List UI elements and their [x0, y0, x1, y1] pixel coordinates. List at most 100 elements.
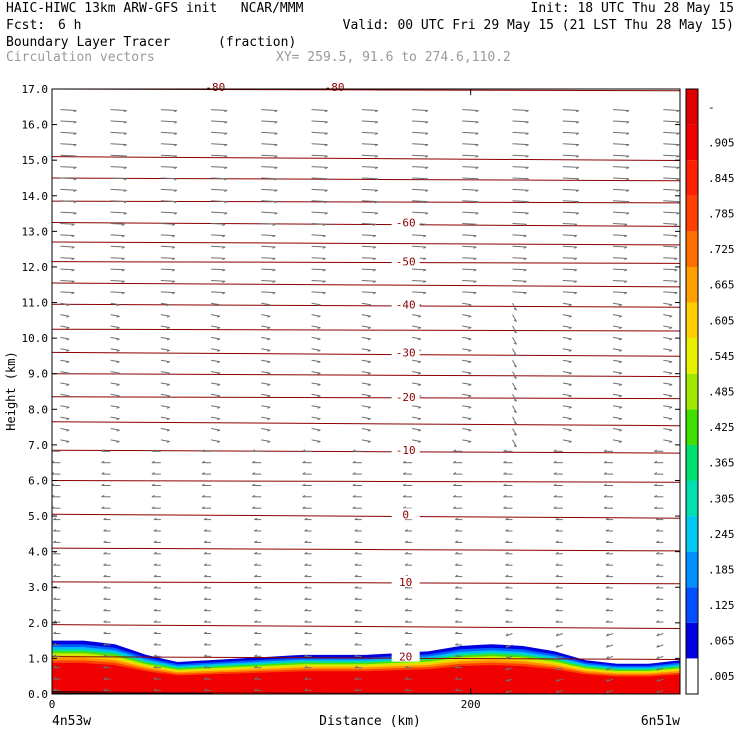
wind-vector-head [674, 223, 678, 227]
wind-vector-head [216, 418, 221, 421]
colorbar-swatch [686, 658, 698, 694]
wind-vector [60, 359, 70, 363]
wind-vector [361, 302, 371, 306]
wind-vector [361, 314, 371, 317]
wind-vector [556, 689, 563, 694]
wind-vector-head [473, 280, 477, 283]
wind-vector [612, 109, 630, 111]
wind-vector-head [52, 483, 55, 486]
wind-vector-head [455, 654, 459, 657]
wind-vector [612, 268, 628, 271]
wind-vector-head [66, 349, 70, 352]
wind-vector-head [402, 460, 406, 464]
wind-vector [612, 166, 630, 168]
temperature-contour-line [52, 656, 680, 660]
wind-vector [412, 143, 429, 146]
wind-vector-head [513, 410, 517, 414]
wind-vector-head [304, 677, 308, 680]
wind-vector-head [52, 472, 55, 475]
wind-vector-head [52, 460, 55, 463]
wind-vector-head [503, 506, 507, 509]
temperature-contour-line [52, 200, 680, 204]
wind-vector-head [166, 429, 170, 432]
wind-vector [60, 302, 70, 306]
wind-vector [60, 393, 70, 397]
y-tick-label: 10.0 [22, 332, 49, 345]
wind-vector [311, 166, 328, 168]
wind-vector-head [553, 472, 557, 475]
wind-vector-head [121, 223, 125, 227]
wind-vector-head [575, 144, 580, 147]
wind-vector-head [568, 429, 572, 432]
wind-vector-head [123, 166, 127, 170]
colorbar-swatch [686, 302, 698, 339]
wind-vector-head [66, 372, 70, 375]
wind-vector-head [624, 269, 628, 272]
wind-vector-head [568, 327, 572, 329]
wind-vector-head [173, 201, 178, 204]
wind-vector-head [354, 517, 358, 521]
wind-vector [663, 257, 678, 259]
wind-vector [462, 405, 472, 408]
boundary-layer-tracer-fill [52, 640, 680, 694]
wind-vector-head [525, 189, 529, 192]
wind-vector [361, 154, 378, 157]
wind-vector [412, 200, 429, 203]
wind-vector-head [304, 540, 308, 543]
wind-vector-head [224, 212, 228, 215]
wind-vector-head [302, 506, 306, 509]
colorbar-label: .545 [708, 350, 735, 363]
wind-vector-head [618, 338, 623, 341]
wind-vector-head [603, 472, 607, 475]
wind-vector [606, 678, 614, 682]
wind-vector [160, 154, 177, 157]
wind-vector-head [626, 110, 630, 113]
wind-vector-head [254, 665, 258, 669]
wind-vector [110, 371, 120, 374]
wind-vector-head [513, 342, 517, 345]
wind-vector-head [53, 665, 57, 669]
temperature-contour-line [52, 282, 680, 288]
wind-vector-head [674, 269, 678, 272]
wind-vector-head [603, 483, 607, 486]
wind-vector-head [453, 506, 457, 509]
colorbar-swatch [686, 444, 698, 481]
wind-vector [60, 405, 70, 408]
wind-vector [261, 109, 278, 111]
wind-vector [562, 143, 579, 146]
wind-vector-head [513, 353, 517, 357]
wind-vector-head [404, 563, 408, 566]
wind-vector-head [676, 201, 680, 204]
wind-vector-head [553, 460, 557, 464]
wind-vector-head [618, 406, 623, 409]
wind-vector-head [153, 677, 157, 680]
wind-vector-head [166, 372, 170, 375]
wind-vector-head [606, 667, 609, 671]
wind-vector-head [676, 121, 680, 124]
wind-vector-head [575, 110, 580, 113]
colorbar-swatch [686, 551, 698, 588]
wind-vector [462, 280, 477, 282]
wind-vector [656, 633, 664, 637]
colorbar-label: .605 [708, 314, 735, 327]
wind-vector [311, 348, 321, 351]
wind-vector-head [103, 574, 107, 578]
temperature-contour-line [52, 421, 680, 427]
wind-vector-head [367, 372, 371, 375]
wind-vector-head [121, 269, 125, 272]
wind-vector-head [222, 280, 226, 283]
wind-vector [110, 234, 125, 237]
wind-vector-head [372, 257, 377, 261]
wind-vector-head [676, 166, 680, 170]
wind-vector-head [123, 178, 127, 181]
wind-vector [361, 439, 371, 442]
wind-vector-head [254, 688, 258, 691]
wind-vector-head [73, 201, 77, 204]
wind-vector [462, 177, 479, 180]
wind-vector [311, 371, 321, 374]
wind-vector-head [455, 563, 459, 566]
wind-vector-head [304, 688, 308, 691]
wind-vector-head [304, 620, 308, 623]
wind-vector-head [224, 144, 228, 147]
wind-vector-head [123, 121, 127, 124]
